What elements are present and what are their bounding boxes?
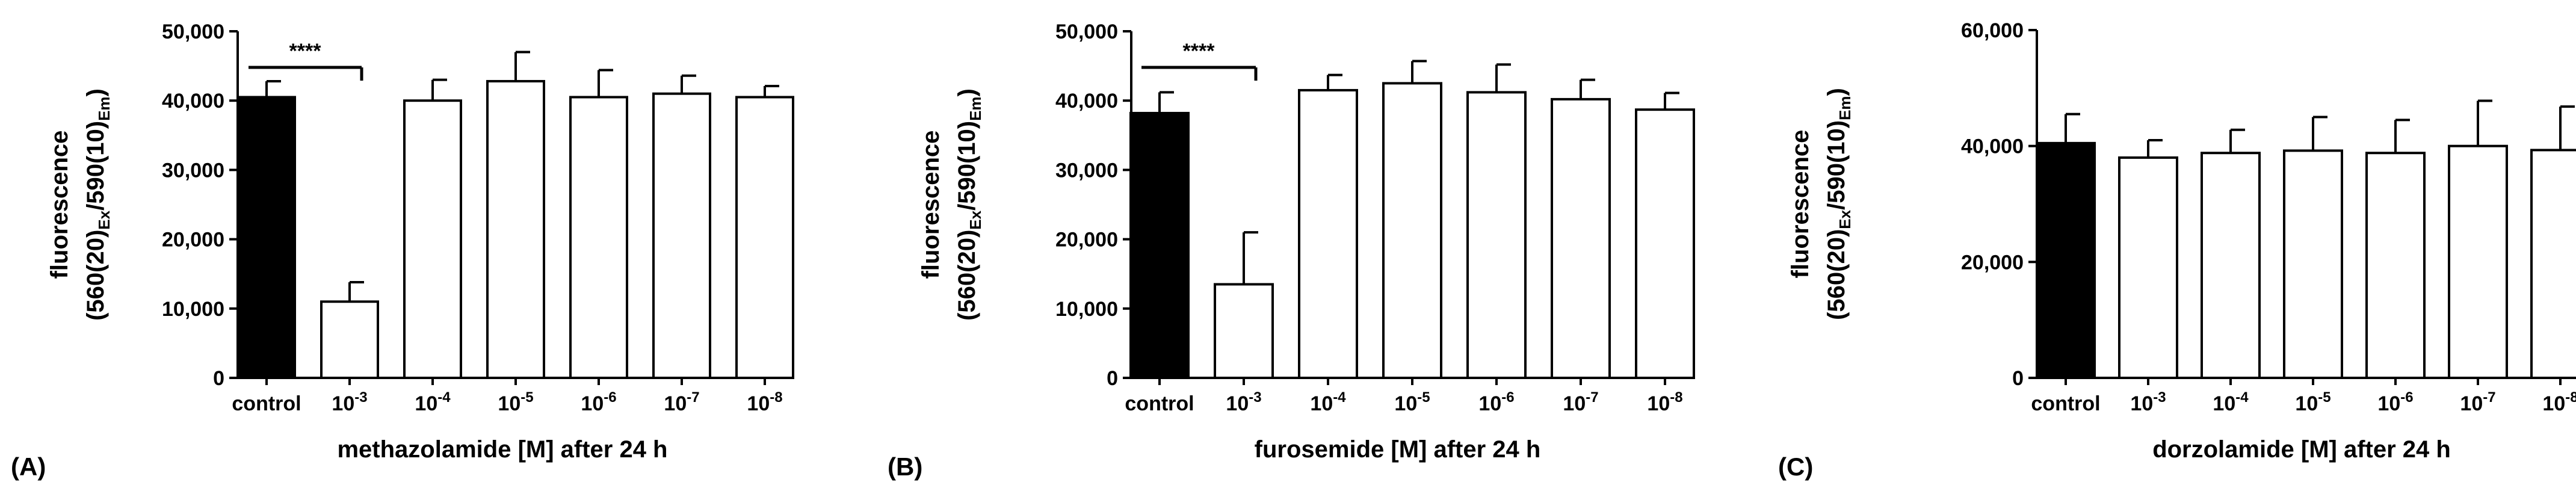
- y-tick-label: 50,000: [162, 20, 224, 43]
- bar-10-6: [1466, 91, 1527, 379]
- x-tick-label: 10-8: [747, 389, 782, 415]
- x-tick-label: 10-5: [1394, 389, 1430, 415]
- y-axis-title-line2: (560(20)Ex/590(10)Em): [82, 88, 113, 321]
- bar-10-6: [2365, 152, 2426, 380]
- bar-10-5: [2283, 149, 2343, 380]
- x-tick-label: 10-4: [415, 389, 451, 415]
- bar-10-4: [403, 99, 462, 379]
- x-tick-label: 10-3: [332, 389, 367, 415]
- chart-panel-b: 0 10,000 20,000 30,000 40,000 50,000 control 10…: [888, 20, 1695, 481]
- bar-10-7: [652, 92, 711, 379]
- bar-10-4: [1298, 88, 1358, 379]
- y-tick-label: 60,000: [1961, 19, 2024, 42]
- y-axis-title-line2: (560(20)Ex/590(10)Em): [954, 88, 984, 321]
- y-tick-label: 20,000: [1055, 229, 1118, 252]
- x-tick-label: 10-7: [2460, 389, 2495, 415]
- y-tick-label: 40,000: [1055, 90, 1118, 113]
- bar-control: [237, 96, 296, 379]
- y-tick-label: 0: [213, 367, 224, 390]
- bar-10-7: [1551, 97, 1611, 379]
- significance-label: ****: [1183, 40, 1215, 63]
- bar-10-6: [569, 96, 628, 379]
- significance-label: ****: [289, 40, 322, 63]
- x-tick-label: 10-6: [1478, 389, 1514, 415]
- x-axis-title: dorzolamide [M] after 24 h: [2152, 436, 2451, 463]
- y-tick-label: 50,000: [1055, 20, 1118, 43]
- x-tick-label: 10-6: [581, 389, 616, 415]
- bar-10-8: [1635, 108, 1695, 379]
- x-tick-label: 10-5: [498, 389, 533, 415]
- x-tick-label: control: [1125, 392, 1194, 415]
- bar-10-3: [320, 300, 379, 379]
- y-axis-title-line1: fluorescence: [918, 131, 944, 279]
- x-axis-title: methazolamide [M] after 24 h: [337, 436, 667, 463]
- y-axis-title-line1: fluorescence: [46, 131, 73, 279]
- x-tick-label: 10-5: [2295, 389, 2330, 415]
- y-tick-label: 40,000: [1961, 135, 2024, 158]
- x-tick-label: 10-7: [664, 389, 699, 415]
- x-tick-label: 10-6: [2377, 389, 2413, 415]
- chart-panel-c: 0 20,000 40,000 60,000 control 10-3 10-4 10-5 10…: [1778, 19, 2576, 481]
- bar-10-8: [735, 96, 794, 379]
- y-tick-label: 0: [2012, 367, 2024, 390]
- y-tick-label: 10,000: [162, 298, 224, 321]
- y-tick-label: 20,000: [162, 229, 224, 252]
- panel-label: (B): [888, 452, 922, 481]
- x-tick-label: control: [2031, 392, 2100, 415]
- x-tick-label: control: [232, 392, 301, 415]
- bar-10-4: [2201, 152, 2261, 380]
- bar-10-3: [2118, 156, 2178, 379]
- bar-10-5: [1382, 82, 1442, 379]
- y-tick-label: 40,000: [162, 90, 224, 113]
- y-tick-label: 30,000: [1055, 159, 1118, 182]
- bar-control: [2036, 141, 2096, 379]
- x-tick-label: 10-3: [2130, 389, 2166, 415]
- chart-panel-a: 0 10,000 20,000 30,000 40,000 50,000 control 10…: [11, 20, 794, 481]
- x-tick-label: 10-7: [1563, 389, 1598, 415]
- y-tick-label: 10,000: [1055, 298, 1118, 321]
- bar-control: [1129, 111, 1190, 379]
- bar-10-3: [1214, 283, 1274, 380]
- y-tick-label: 20,000: [1961, 251, 2024, 274]
- panel-label: (C): [1778, 452, 1813, 481]
- x-tick-label: 10-8: [2542, 389, 2576, 415]
- y-axis-title-line1: fluorescence: [1787, 130, 1814, 279]
- bar-10-7: [2448, 144, 2508, 380]
- x-tick-label: 10-4: [2213, 389, 2249, 415]
- panel-label: (A): [11, 452, 46, 481]
- x-tick-label: 10-8: [1647, 389, 1682, 415]
- x-axis-title: furosemide [M] after 24 h: [1255, 436, 1541, 463]
- bar-10-8: [2530, 149, 2576, 379]
- bar-10-5: [486, 79, 545, 379]
- y-axis-title-line2: (560(20)Ex/590(10)Em): [1823, 88, 1854, 320]
- y-tick-label: 30,000: [162, 159, 224, 182]
- x-tick-label: 10-3: [1226, 389, 1261, 415]
- x-tick-label: 10-4: [1310, 389, 1346, 415]
- y-tick-label: 0: [1107, 367, 1118, 390]
